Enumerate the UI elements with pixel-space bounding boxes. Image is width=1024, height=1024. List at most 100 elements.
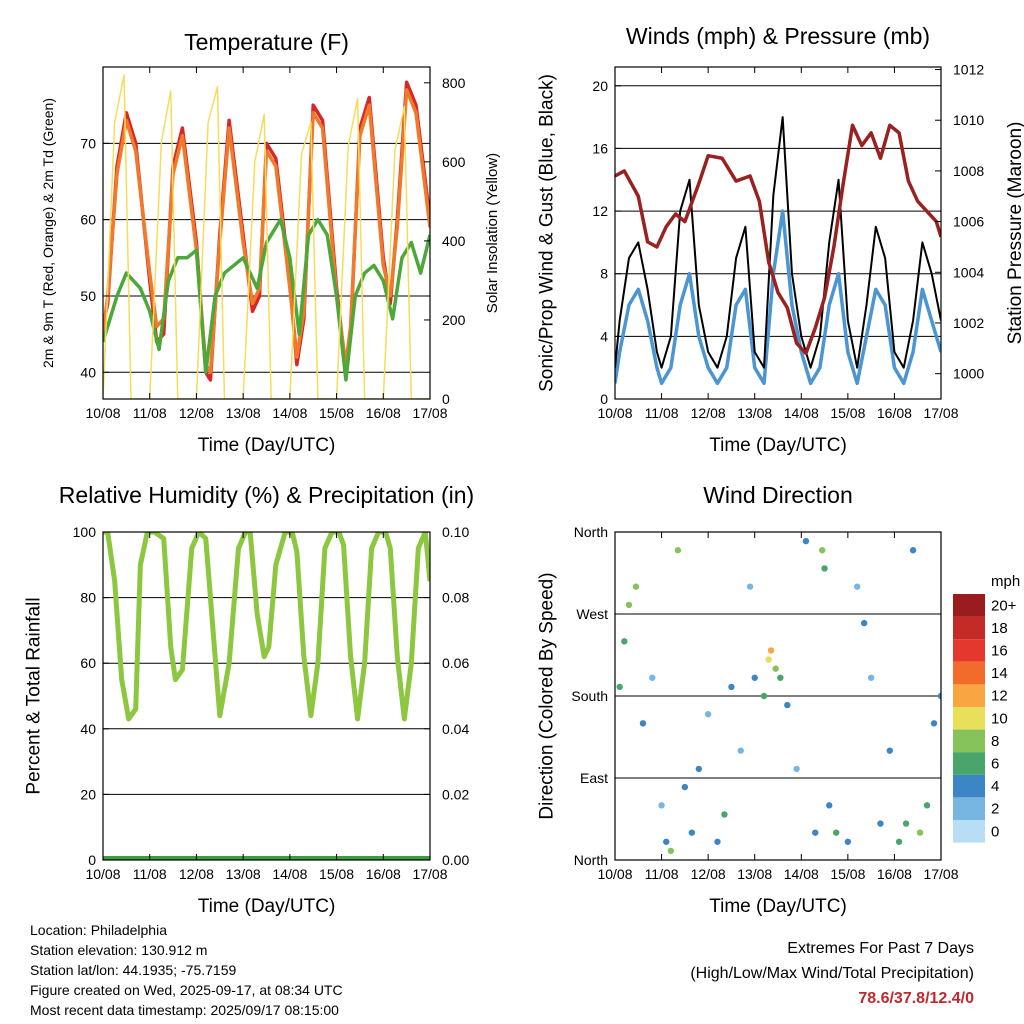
y-tick-label-right: 200 <box>442 312 466 328</box>
legend-label: 10 <box>991 710 1008 727</box>
direction-point <box>658 802 665 809</box>
direction-point <box>777 674 784 681</box>
legend-swatch <box>953 752 985 775</box>
direction-point <box>826 802 833 809</box>
legend-swatch <box>953 639 985 662</box>
series-line <box>103 532 430 722</box>
x-tick-label: 14/08 <box>784 405 819 421</box>
series-line <box>103 217 430 382</box>
legend-label: 8 <box>991 733 999 750</box>
x-tick-label: 14/08 <box>272 866 307 882</box>
legend-label: 0 <box>991 823 999 840</box>
station-elevation: Station elevation: 130.912 m <box>30 942 208 958</box>
direction-point <box>886 747 893 754</box>
plot-frame <box>614 66 942 400</box>
y-tick-label-right: 1000 <box>953 366 984 382</box>
y-tick-label: 12 <box>592 203 608 219</box>
station-location: Location: Philadelphia <box>30 922 167 938</box>
direction-point <box>867 674 875 681</box>
y-tick-label-right: 1006 <box>953 214 984 230</box>
direction-point <box>695 765 703 773</box>
y-axis-label: Sonic/Prop Wind & Gust (Blue, Black) <box>537 74 558 392</box>
legend-swatch <box>953 616 985 640</box>
legend-swatch <box>953 774 985 798</box>
legend-swatch <box>953 729 985 753</box>
series-line <box>615 116 941 369</box>
x-tick-label: 11/08 <box>645 405 679 421</box>
direction-point <box>674 547 682 554</box>
x-tick-label: 11/08 <box>133 405 167 421</box>
x-tick-label: 17/08 <box>412 405 447 421</box>
direction-point <box>767 647 775 654</box>
y-tick-label: 80 <box>80 590 96 606</box>
direction-point <box>909 547 917 554</box>
x-tick-label: 10/08 <box>597 866 632 882</box>
y-tick-label-right: 0.04 <box>442 721 469 737</box>
direction-point <box>751 674 758 681</box>
x-tick-label: 10/08 <box>85 866 120 882</box>
y-axis-label-right: Station Pressure (Maroon) <box>1005 122 1024 345</box>
direction-point <box>833 829 840 836</box>
y-tick-label: 16 <box>592 140 608 156</box>
direction-point <box>667 847 675 855</box>
x-tick-label: 14/08 <box>272 405 307 421</box>
direction-point <box>760 692 768 700</box>
y-tick-label: 20 <box>80 786 96 802</box>
direction-point <box>721 811 728 818</box>
x-tick-label: 16/08 <box>366 405 401 421</box>
direction-point <box>916 829 924 836</box>
x-tick-label: 16/08 <box>877 405 912 421</box>
y-tick-label: 70 <box>80 135 96 151</box>
y-tick-label-right: 0.00 <box>442 852 469 868</box>
extremes-subtitle: (High/Low/Max Wind/Total Precipitation) <box>690 965 974 982</box>
legend-swatch <box>953 684 985 707</box>
y-tick-label-right: 1004 <box>953 264 984 280</box>
station-info: Location: Philadelphia Station elevation… <box>30 920 343 1020</box>
y-tick-label-right: 800 <box>442 75 466 91</box>
chart-panel-1: Temperature (F) 10/08 11/08 12/08 13/08 14/08… <box>40 29 501 456</box>
figure-created: Figure created on Wed, 2025-09-17, at 08… <box>30 982 343 998</box>
chart-title: Relative Humidity (%) & Precipitation (i… <box>59 482 474 508</box>
y-tick-label-right: 600 <box>442 154 466 170</box>
direction-point <box>621 638 628 645</box>
y-tick-label-right: 1010 <box>953 112 984 128</box>
y-tick-label: 100 <box>73 524 97 540</box>
direction-point <box>819 547 826 554</box>
series-line <box>615 123 941 356</box>
chart-title: Temperature (F) <box>184 29 349 55</box>
y-tick-label: South <box>571 688 608 704</box>
y-tick-label: 50 <box>80 288 96 304</box>
x-tick-label: 15/08 <box>830 405 865 421</box>
direction-point <box>765 656 772 663</box>
y-tick-label-right: 1012 <box>953 62 984 78</box>
y-tick-label-right: 1002 <box>953 315 984 331</box>
direction-point <box>930 720 938 727</box>
x-tick-label: 15/08 <box>830 866 865 882</box>
y-tick-label: 60 <box>80 212 96 228</box>
x-tick-label: 10/08 <box>85 405 120 421</box>
y-tick-label-right: 0.02 <box>442 786 469 802</box>
x-tick-label: 11/08 <box>133 866 167 882</box>
direction-point <box>860 619 868 627</box>
y-tick-label-right: 0.06 <box>442 655 469 671</box>
direction-point <box>937 692 941 700</box>
legend-label: 18 <box>991 620 1008 637</box>
series-line <box>103 74 430 399</box>
y-tick-label-right: 400 <box>442 233 466 249</box>
y-tick-label: 40 <box>80 721 96 737</box>
y-tick-label-right: 0 <box>442 391 450 407</box>
y-axis-label: 2m & 9m T (Red, Orange) & 2m Td (Green) <box>40 98 56 368</box>
direction-point <box>812 829 819 836</box>
legend-label: 4 <box>991 778 999 795</box>
extremes-title: Extremes For Past 7 Days <box>787 940 974 957</box>
direction-point <box>853 583 861 590</box>
direction-point <box>793 765 800 773</box>
x-tick-label: 12/08 <box>691 405 726 421</box>
x-tick-label: 17/08 <box>412 866 447 882</box>
x-tick-label: 17/08 <box>923 866 958 882</box>
x-axis-label: Time (Day/UTC) <box>709 896 847 917</box>
legend-swatch <box>953 797 985 820</box>
x-tick-label: 15/08 <box>319 866 354 882</box>
series-line <box>103 88 430 375</box>
direction-point <box>632 583 640 590</box>
